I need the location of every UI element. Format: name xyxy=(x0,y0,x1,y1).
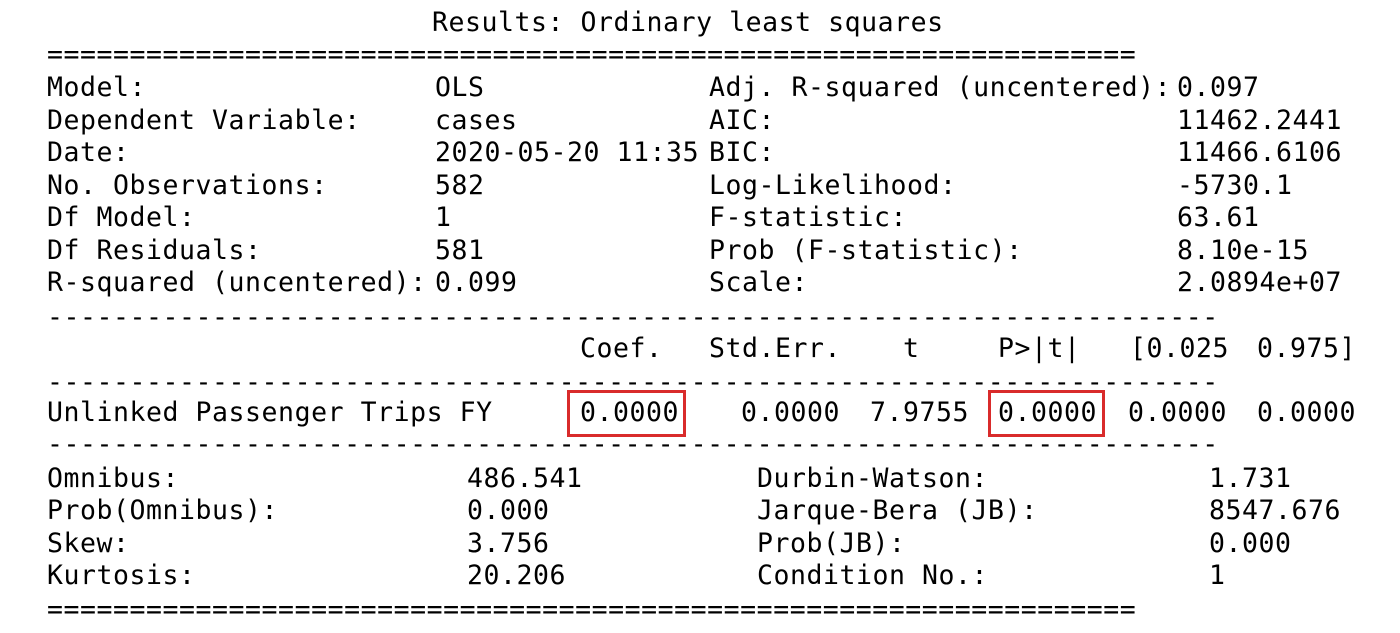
dependent-variable-value: cases xyxy=(435,105,518,136)
header-p-value: P>|t| xyxy=(998,333,1081,364)
durbin-watson-label: Durbin-Watson: xyxy=(757,463,989,494)
f-statistic-value: 63.61 xyxy=(1177,202,1260,233)
aic-value: 11462.2441 xyxy=(1177,105,1343,136)
coef-highlight-box xyxy=(567,390,686,437)
f-statistic-label: F-statistic: xyxy=(709,202,908,233)
scale-label: Scale: xyxy=(709,267,809,298)
double-rule-top: ========================================… xyxy=(47,39,1137,70)
date-label: Date: xyxy=(47,137,130,168)
skew-value: 3.756 xyxy=(467,528,550,559)
prob-jb-value: 0.000 xyxy=(1209,528,1292,559)
df-residuals-value: 581 xyxy=(435,235,485,266)
prob-jb-label: Prob(JB): xyxy=(757,528,906,559)
model-label: Model: xyxy=(47,72,147,103)
aic-label: AIC: xyxy=(709,105,776,136)
scale-value: 2.0894e+07 xyxy=(1177,267,1343,298)
single-rule-3: ----------------------------------------… xyxy=(47,429,1219,460)
log-likelihood-label: Log-Likelihood: xyxy=(709,170,957,201)
r-squared-label: R-squared (uncentered): xyxy=(47,267,427,298)
omnibus-value: 486.541 xyxy=(467,463,583,494)
coef-value: 0.0000 xyxy=(580,397,680,428)
prob-f-statistic-label: Prob (F-statistic): xyxy=(709,235,1023,266)
header-t: t xyxy=(903,333,920,364)
double-rule-bottom: ========================================… xyxy=(47,594,1137,625)
coef-row-name: Unlinked Passenger Trips FY xyxy=(47,397,493,428)
df-model-label: Df Model: xyxy=(47,202,196,233)
omnibus-label: Omnibus: xyxy=(47,463,180,494)
observations-value: 582 xyxy=(435,170,485,201)
single-rule-2: ----------------------------------------… xyxy=(47,367,1219,398)
p-value: 0.0000 xyxy=(998,397,1098,428)
header-coef: Coef. xyxy=(580,333,663,364)
skew-label: Skew: xyxy=(47,528,130,559)
df-model-value: 1 xyxy=(435,202,452,233)
adj-r-squared-value: 0.097 xyxy=(1177,72,1260,103)
prob-omnibus-value: 0.000 xyxy=(467,495,550,526)
prob-f-statistic-value: 8.10e-15 xyxy=(1177,235,1310,266)
df-residuals-label: Df Residuals: xyxy=(47,235,262,266)
header-std-err: Std.Err. xyxy=(709,333,842,364)
r-squared-value: 0.099 xyxy=(435,267,518,298)
kurtosis-label: Kurtosis: xyxy=(47,560,196,591)
durbin-watson-value: 1.731 xyxy=(1209,463,1292,494)
bic-label: BIC: xyxy=(709,137,776,168)
table-title: Results: Ordinary least squares xyxy=(432,7,944,38)
std-err-value: 0.0000 xyxy=(741,397,841,428)
prob-omnibus-label: Prob(Omnibus): xyxy=(47,495,279,526)
condition-number-value: 1 xyxy=(1209,560,1226,591)
model-value: OLS xyxy=(435,72,485,103)
ci-upper-value: 0.0000 xyxy=(1257,397,1357,428)
t-value: 7.9755 xyxy=(870,397,970,428)
ci-lower-value: 0.0000 xyxy=(1128,397,1228,428)
header-ci-upper: 0.975] xyxy=(1257,333,1357,364)
jarque-bera-label: Jarque-Bera (JB): xyxy=(757,495,1038,526)
jarque-bera-value: 8547.676 xyxy=(1209,495,1342,526)
date-value: 2020-05-20 11:35 xyxy=(435,137,700,168)
single-rule-1: ----------------------------------------… xyxy=(47,302,1219,333)
bic-value: 11466.6106 xyxy=(1177,137,1343,168)
dependent-variable-label: Dependent Variable: xyxy=(47,105,361,136)
condition-number-label: Condition No.: xyxy=(757,560,989,591)
adj-r-squared-label: Adj. R-squared (uncentered): xyxy=(709,72,1172,103)
p-value-highlight-box xyxy=(988,390,1105,437)
log-likelihood-value: -5730.1 xyxy=(1177,170,1293,201)
kurtosis-value: 20.206 xyxy=(467,560,567,591)
observations-label: No. Observations: xyxy=(47,170,328,201)
header-ci-lower: [0.025 xyxy=(1130,333,1230,364)
